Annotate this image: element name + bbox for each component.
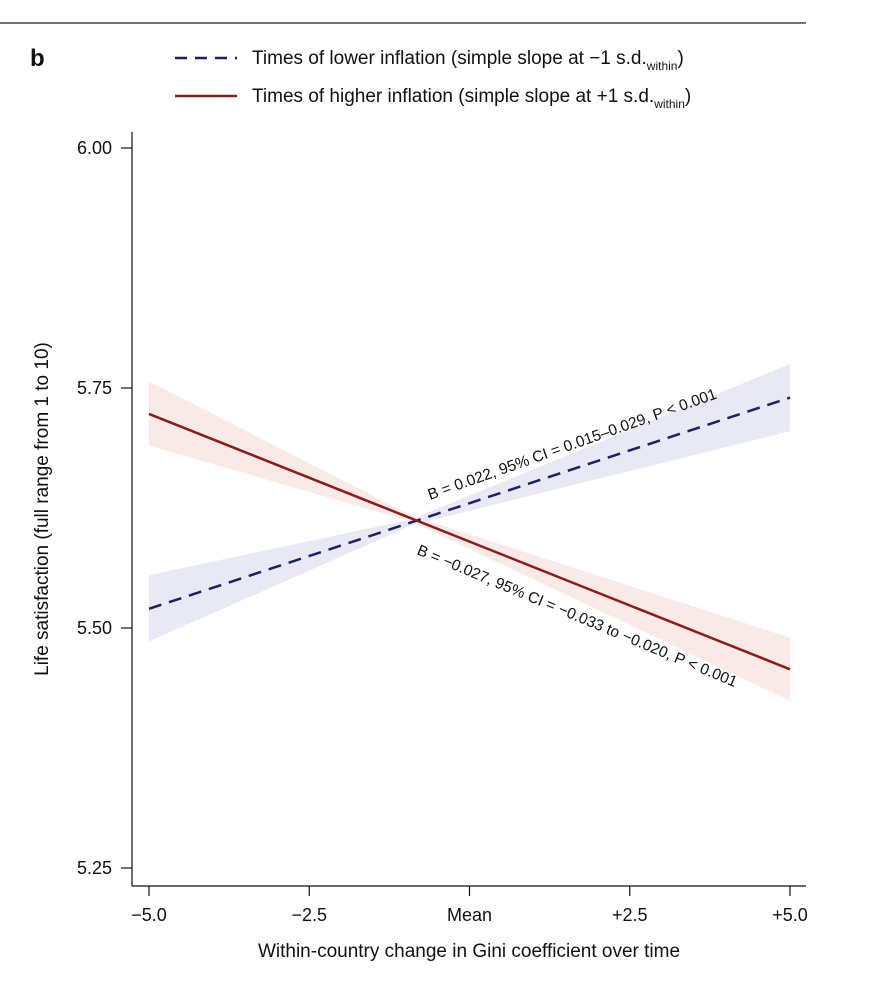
legend-label-higher-inflation: Times of higher inflation (simple slope … xyxy=(252,86,691,111)
series-line-lower-inflation xyxy=(148,396,791,610)
legend: Times of lower inflation (simple slope a… xyxy=(175,48,691,111)
y-tick-label: 5.50 xyxy=(77,618,112,638)
x-tick-label: Mean xyxy=(447,905,492,925)
confidence-bands xyxy=(149,364,790,701)
series-lines xyxy=(148,396,791,671)
x-tick-label: −5.0 xyxy=(131,905,167,925)
y-tick-label: 5.75 xyxy=(77,378,112,398)
x-ticks: −5.0 −2.5 Mean +2.5 +5.0 xyxy=(131,886,808,925)
y-tick-label: 6.00 xyxy=(77,138,112,158)
y-tick-label: 5.25 xyxy=(77,858,112,878)
x-tick-label: +5.0 xyxy=(772,905,808,925)
x-axis-title: Within-country change in Gini coefficien… xyxy=(258,941,680,962)
x-tick-label: +2.5 xyxy=(612,905,648,925)
y-ticks: 5.25 5.50 5.75 6.00 xyxy=(77,138,132,878)
x-tick-label: −2.5 xyxy=(291,905,327,925)
panel-label: b xyxy=(30,45,45,72)
series-line-higher-inflation xyxy=(148,412,791,671)
legend-label-lower-inflation: Times of lower inflation (simple slope a… xyxy=(252,48,684,73)
y-axis-title: Life satisfaction (full range from 1 to … xyxy=(32,342,53,676)
